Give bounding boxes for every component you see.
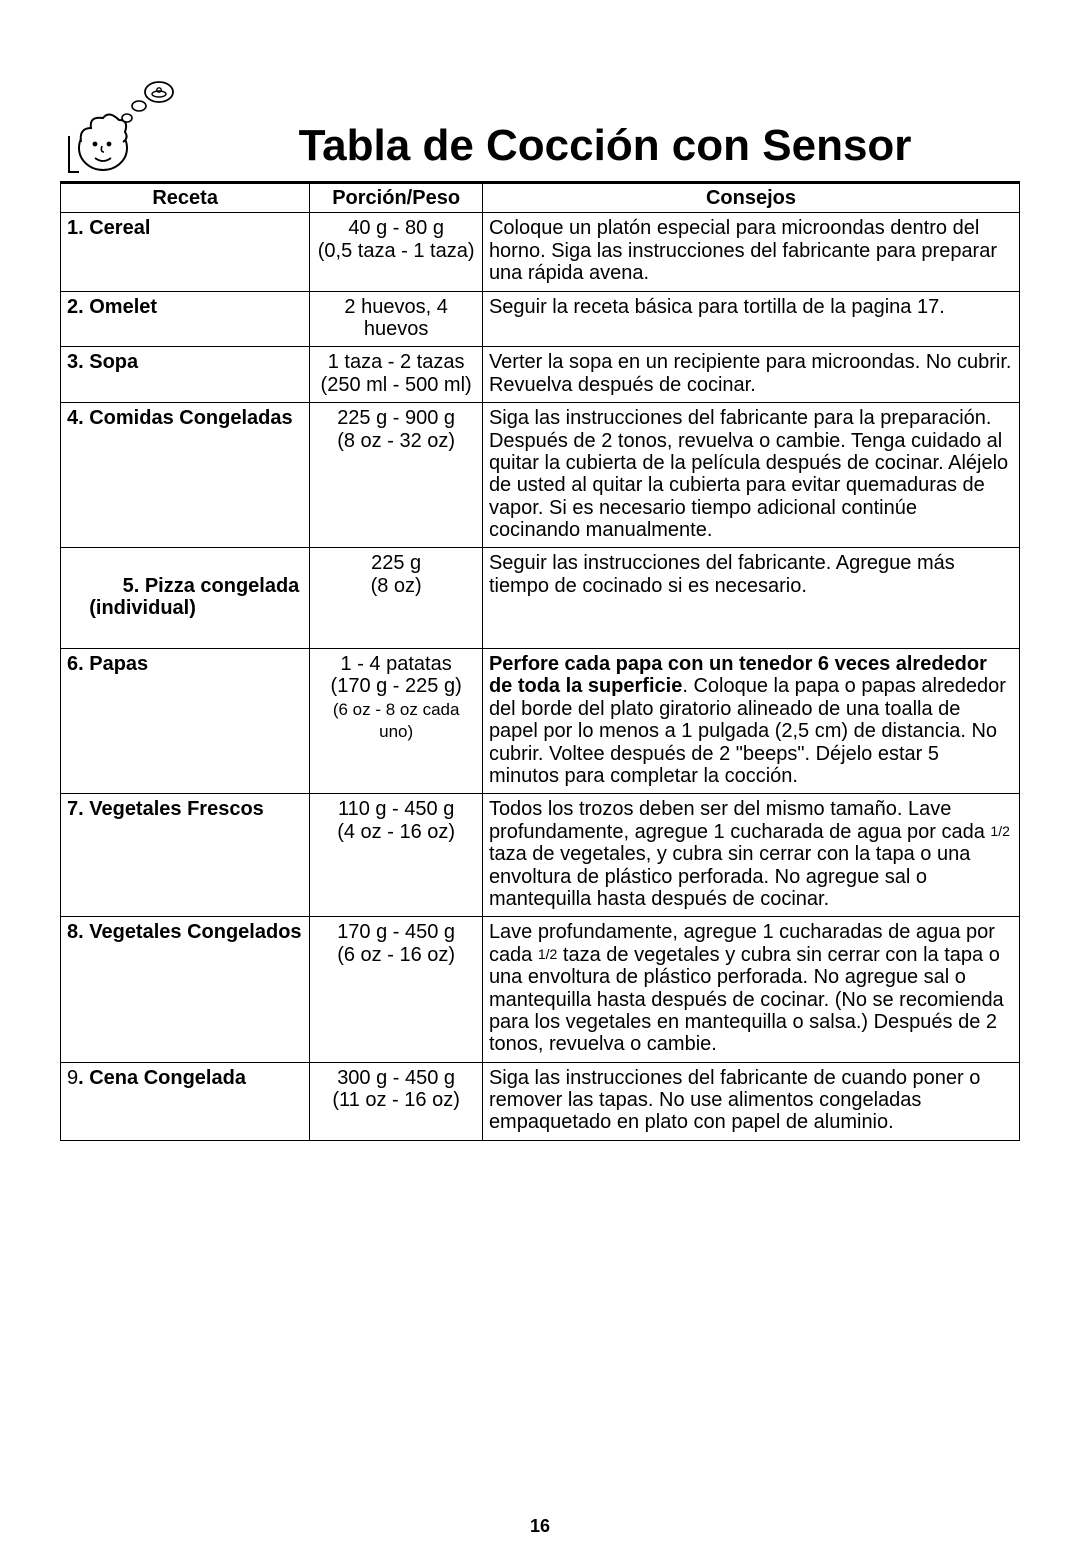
- cell-porcion: 40 g - 80 g (0,5 taza - 1 taza): [310, 213, 483, 291]
- table-row: 3. Sopa 1 taza - 2 tazas (250 ml - 500 m…: [61, 347, 1020, 403]
- cell-receta: 2. Omelet: [61, 291, 310, 347]
- cell-consejos: Perfore cada papa con un tenedor 6 veces…: [482, 649, 1019, 794]
- porcion-line: 225 g - 900 g: [337, 407, 455, 429]
- cell-consejos: Lave profundamente, agregue 1 cucharadas…: [482, 917, 1019, 1062]
- consejos-post: taza de vegetales y cubra sin cerrar con…: [489, 944, 1004, 1056]
- porcion-line: 225 g: [371, 552, 421, 574]
- cell-consejos: Verter la sopa en un recipiente para mic…: [482, 347, 1019, 403]
- table-row: 6. Papas 1 - 4 patatas (170 g - 225 g) (…: [61, 649, 1020, 794]
- porcion-line: (6 oz - 16 oz): [337, 944, 455, 966]
- receta-bold: . Cena Congelada: [78, 1067, 246, 1089]
- page-title: Tabla de Cocción con Sensor: [190, 121, 1020, 175]
- porcion-line: 300 g - 450 g: [337, 1067, 455, 1089]
- cell-porcion: 2 huevos, 4 huevos: [310, 291, 483, 347]
- table-header-row: Receta Porción/Peso Consejos: [61, 184, 1020, 213]
- porcion-line: (0,5 taza - 1 taza): [318, 240, 475, 262]
- porcion-line: (4 oz - 16 oz): [337, 821, 455, 843]
- cell-receta: 7. Vegetales Frescos: [61, 794, 310, 917]
- cell-porcion: 1 - 4 patatas (170 g - 225 g) (6 oz - 8 …: [310, 649, 483, 794]
- receta-line: 5. Pizza congelada: [123, 575, 300, 597]
- porcion-line: 170 g - 450 g: [337, 921, 455, 943]
- chef-thinking-icon: [60, 80, 190, 175]
- table-row: 7. Vegetales Frescos 110 g - 450 g (4 oz…: [61, 794, 1020, 917]
- cell-consejos: Todos los trozos deben ser del mismo tam…: [482, 794, 1019, 917]
- cell-receta: 8. Vegetales Congelados: [61, 917, 310, 1062]
- cell-receta: 4. Comidas Congeladas: [61, 403, 310, 548]
- porcion-line: 110 g - 450 g: [338, 798, 454, 820]
- table-row: 1. Cereal 40 g - 80 g (0,5 taza - 1 taza…: [61, 213, 1020, 291]
- porcion-line: 1 taza - 2 tazas: [328, 351, 465, 373]
- cell-receta: 6. Papas: [61, 649, 310, 794]
- header-consejos: Consejos: [482, 184, 1019, 213]
- cell-receta: 9. Cena Congelada: [61, 1062, 310, 1140]
- porcion-line: 40 g - 80 g: [348, 217, 444, 239]
- cell-receta: 5. Pizza congelada (individual): [61, 548, 310, 649]
- receta-plain: 9: [67, 1067, 78, 1089]
- cell-receta: 1. Cereal: [61, 213, 310, 291]
- table-row: 5. Pizza congelada (individual) 225 g (8…: [61, 548, 1020, 649]
- header-row: Tabla de Cocción con Sensor: [60, 80, 1020, 175]
- cell-porcion: 170 g - 450 g (6 oz - 16 oz): [310, 917, 483, 1062]
- cell-consejos: Seguir las instrucciones del fabricante.…: [482, 548, 1019, 649]
- table-row: 8. Vegetales Congelados 170 g - 450 g (6…: [61, 917, 1020, 1062]
- cell-porcion: 225 g - 900 g (8 oz - 32 oz): [310, 403, 483, 548]
- porcion-line: 2 huevos, 4 huevos: [344, 296, 447, 340]
- cell-consejos: Coloque un platón especial para microond…: [482, 213, 1019, 291]
- porcion-line: (11 oz - 16 oz): [332, 1089, 459, 1111]
- fraction: 1/2: [538, 946, 557, 962]
- consejos-pre: Todos los trozos deben ser del mismo tam…: [489, 798, 990, 842]
- porcion-line: 1 - 4 patatas: [341, 653, 452, 675]
- cell-consejos: Siga las instrucciones del fabricante de…: [482, 1062, 1019, 1140]
- porcion-line: (8 oz - 32 oz): [337, 430, 455, 452]
- porcion-line: (6 oz - 8 oz cada uno): [333, 700, 460, 741]
- header-porcion: Porción/Peso: [310, 184, 483, 213]
- table-row: 9. Cena Congelada 300 g - 450 g (11 oz -…: [61, 1062, 1020, 1140]
- table-row: 4. Comidas Congeladas 225 g - 900 g (8 o…: [61, 403, 1020, 548]
- porcion-line: (170 g - 225 g): [331, 675, 462, 697]
- cell-porcion: 1 taza - 2 tazas (250 ml - 500 ml): [310, 347, 483, 403]
- cell-receta: 3. Sopa: [61, 347, 310, 403]
- porcion-line: (8 oz): [371, 575, 422, 597]
- cell-consejos: Siga las instrucciones del fabricante pa…: [482, 403, 1019, 548]
- cell-porcion: 300 g - 450 g (11 oz - 16 oz): [310, 1062, 483, 1140]
- consejos-post: taza de vegetales, y cubra sin cerrar co…: [489, 843, 970, 910]
- cell-consejos: Seguir la receta básica para tortilla de…: [482, 291, 1019, 347]
- receta-line: (individual): [67, 597, 196, 619]
- cell-porcion: 110 g - 450 g (4 oz - 16 oz): [310, 794, 483, 917]
- cooking-table: Receta Porción/Peso Consejos 1. Cereal 4…: [60, 183, 1020, 1141]
- header-receta: Receta: [61, 184, 310, 213]
- porcion-line: (250 ml - 500 ml): [321, 374, 472, 396]
- table-row: 2. Omelet 2 huevos, 4 huevos Seguir la r…: [61, 291, 1020, 347]
- page-number: 16: [0, 1516, 1080, 1537]
- page: Tabla de Cocción con Sensor Receta Porci…: [0, 0, 1080, 1565]
- cell-porcion: 225 g (8 oz): [310, 548, 483, 649]
- fraction: 1/2: [990, 823, 1009, 839]
